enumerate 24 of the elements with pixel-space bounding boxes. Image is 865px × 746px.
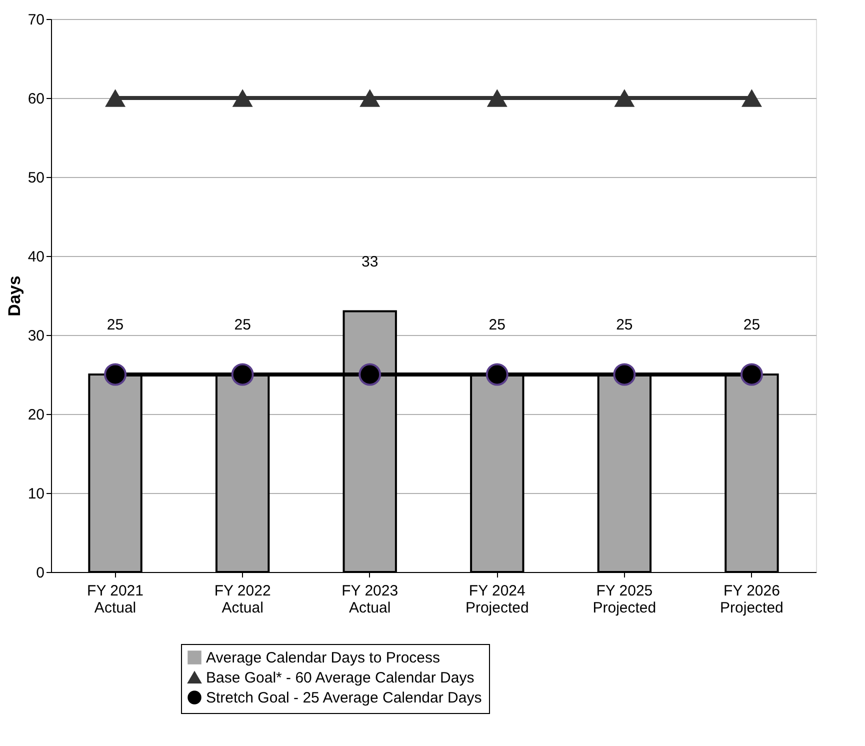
- x-tick-label: FY 2023 Actual: [342, 582, 398, 616]
- y-tick-label: 40: [28, 248, 44, 266]
- legend-label: Average Calendar Days to Process: [206, 650, 440, 666]
- data-label: 25: [616, 316, 633, 334]
- data-label: 25: [106, 316, 124, 334]
- y-tick-label: 50: [28, 170, 44, 186]
- x-tick-label: FY 2021 Actual: [87, 582, 144, 616]
- x-tick-label: FY 2026 Projected: [720, 582, 784, 616]
- y-tick-label: 70: [28, 12, 44, 28]
- legend-label: Base Goal* - 60 Average Calendar Days: [206, 670, 474, 686]
- y-tick-label: 60: [28, 90, 44, 108]
- data-label: 33: [362, 253, 378, 270]
- data-label: 25: [743, 316, 760, 334]
- y-tick-label: 20: [28, 406, 44, 424]
- y-axis-title: Days: [4, 276, 24, 316]
- y-tick-label: 10: [28, 486, 44, 502]
- data-label: 25: [234, 316, 251, 334]
- x-tick-label: FY 2025 Projected: [592, 582, 656, 616]
- x-tick-label: FY 2024 Projected: [465, 582, 529, 616]
- y-tick-label: 0: [36, 564, 44, 582]
- x-tick-label: FY 2022 Actual: [214, 582, 271, 616]
- data-label: 25: [488, 316, 506, 334]
- y-tick-label: 30: [28, 328, 44, 344]
- legend-label: Stretch Goal - 25 Average Calendar Days: [206, 690, 482, 706]
